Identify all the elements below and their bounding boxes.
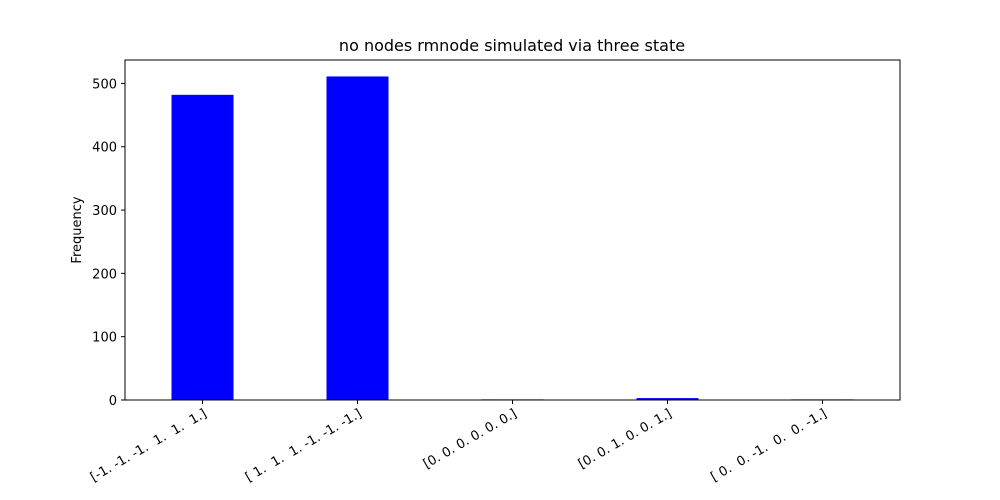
x-tick-label: [0. 0. 0. 0. 0. 0.]: [421, 406, 520, 472]
x-tick-label: [0. 0. 1. 0. 0. 1.]: [576, 406, 675, 472]
y-axis: 0 100 200 300 400 500: [92, 77, 125, 409]
bars-group: [171, 76, 854, 400]
x-tick-label: [ 1. 1. 1. -1. -1. -1.]: [243, 406, 365, 485]
plot-area-frame: [124, 59, 901, 401]
chart-title: no nodes rmnode simulated via three stat…: [339, 36, 685, 55]
bar: [326, 76, 389, 400]
bar: [171, 94, 234, 400]
y-tick-label: 300: [92, 204, 117, 219]
x-axis: [-1. -1. -1. 1. 1. 1.] [ 1. 1. 1. -1. -1.…: [88, 400, 830, 485]
y-tick-label: 0: [109, 394, 117, 409]
y-tick-label: 200: [92, 267, 117, 282]
x-tick-label: [ 0. 0. -1. 0. 0. -1.]: [708, 406, 829, 485]
y-tick-label: 500: [92, 77, 117, 92]
y-tick-label: 400: [92, 141, 117, 156]
y-axis-label: Frequency: [70, 196, 85, 263]
bar: [636, 398, 699, 400]
x-tick-label: [-1. -1. -1. 1. 1. 1.]: [88, 406, 210, 485]
y-tick-label: 100: [92, 331, 117, 346]
